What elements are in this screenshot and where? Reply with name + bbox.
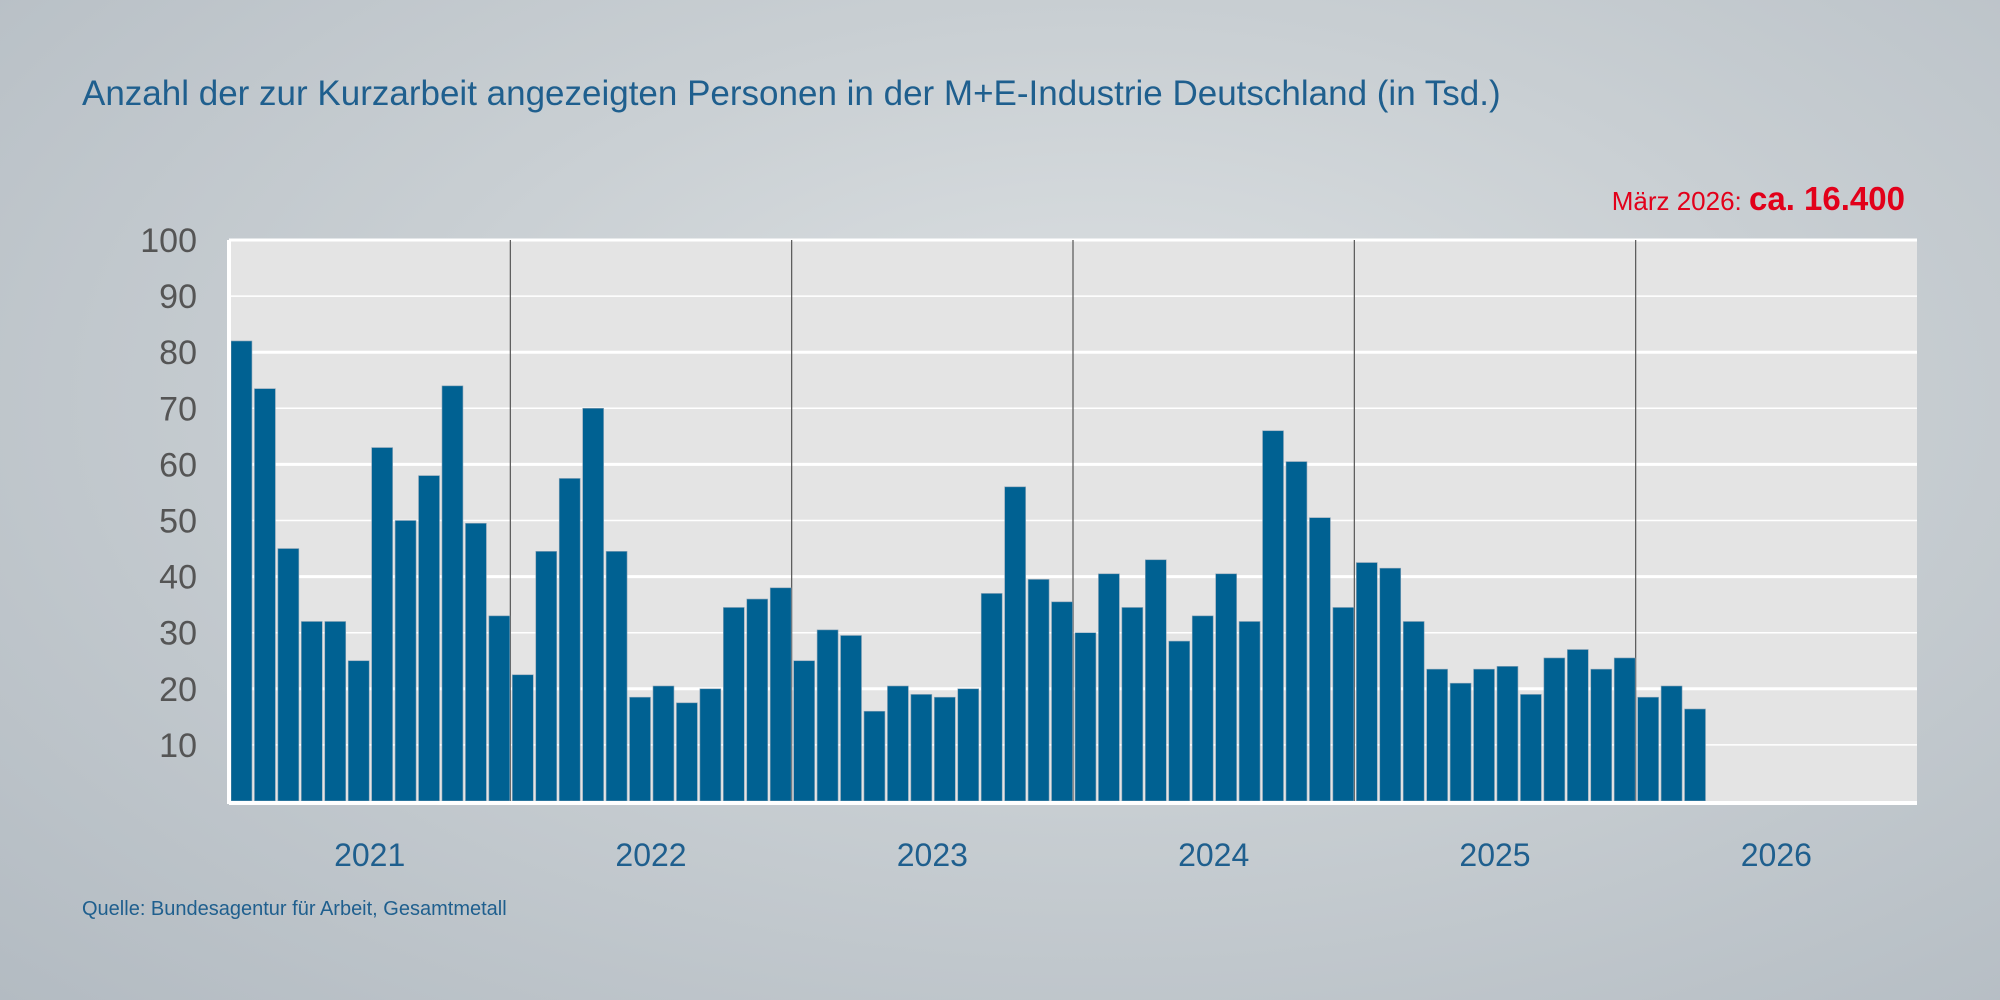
bar bbox=[910, 694, 933, 802]
bar bbox=[301, 621, 323, 802]
bar bbox=[863, 710, 886, 802]
y-tick-label: 100 bbox=[140, 222, 197, 260]
bar bbox=[1543, 657, 1566, 802]
bar bbox=[230, 340, 253, 802]
y-tick-label: 40 bbox=[159, 559, 197, 597]
bar bbox=[1051, 601, 1073, 802]
y-tick-label: 80 bbox=[159, 334, 197, 372]
x-tick-label: 2024 bbox=[1178, 837, 1249, 873]
bar bbox=[394, 520, 417, 802]
bar bbox=[1027, 579, 1050, 802]
annotation-value: ca. 16.400 bbox=[1749, 180, 1905, 217]
bar bbox=[1426, 668, 1448, 802]
y-tick-label: 50 bbox=[159, 503, 197, 541]
bar bbox=[676, 702, 698, 802]
bar bbox=[980, 593, 1003, 802]
x-tick-label: 2022 bbox=[615, 837, 686, 873]
bar bbox=[957, 688, 980, 802]
bar bbox=[769, 587, 792, 802]
bar bbox=[1309, 517, 1331, 802]
bar bbox=[652, 685, 675, 802]
bar bbox=[793, 660, 815, 802]
bar bbox=[1613, 657, 1636, 802]
bar bbox=[535, 551, 558, 802]
y-tick-label: 70 bbox=[159, 390, 197, 428]
bar bbox=[488, 615, 511, 802]
bar bbox=[1684, 708, 1706, 802]
bar bbox=[254, 388, 276, 802]
bar bbox=[1262, 430, 1284, 802]
bar bbox=[324, 621, 347, 802]
x-tick-label: 2025 bbox=[1459, 837, 1530, 873]
bar bbox=[1402, 621, 1425, 802]
annotation-label: März 2026: bbox=[1611, 186, 1742, 216]
bar bbox=[1004, 486, 1026, 802]
bar bbox=[1637, 696, 1659, 802]
x-tick-label: 2026 bbox=[1741, 837, 1812, 873]
bar bbox=[934, 696, 956, 802]
y-tick-label: 20 bbox=[159, 671, 197, 709]
y-tick-label: 10 bbox=[159, 727, 197, 765]
bar bbox=[1449, 682, 1472, 802]
bar bbox=[465, 523, 487, 802]
bar bbox=[1332, 607, 1355, 802]
bar bbox=[1191, 615, 1214, 802]
latest-value-annotation: März 2026: ca. 16.400 bbox=[1612, 180, 1905, 218]
bar bbox=[418, 475, 440, 802]
bar bbox=[887, 685, 909, 802]
y-tick-label: 30 bbox=[159, 615, 197, 653]
bar bbox=[1473, 668, 1495, 802]
bar bbox=[1567, 649, 1589, 802]
bar bbox=[558, 478, 581, 802]
bar bbox=[582, 407, 604, 802]
bar bbox=[1590, 668, 1613, 802]
bar bbox=[840, 635, 862, 802]
bar bbox=[605, 551, 628, 802]
x-tick-label: 2023 bbox=[897, 837, 968, 873]
bar bbox=[371, 447, 393, 802]
bar bbox=[441, 385, 464, 802]
x-tick-label: 2021 bbox=[334, 837, 405, 873]
bar bbox=[1496, 666, 1519, 802]
bar bbox=[1660, 685, 1683, 802]
bar bbox=[1379, 567, 1402, 802]
bar bbox=[1098, 573, 1120, 802]
bar bbox=[723, 607, 745, 802]
y-tick-label: 60 bbox=[159, 446, 197, 484]
bar bbox=[1145, 559, 1167, 802]
bar bbox=[816, 629, 839, 802]
bar bbox=[1520, 694, 1542, 802]
source-note: Quelle: Bundesagentur für Arbeit, Gesamt… bbox=[82, 898, 507, 920]
bar bbox=[1074, 632, 1097, 802]
bar bbox=[699, 688, 722, 802]
bar bbox=[1356, 562, 1378, 802]
bar bbox=[512, 674, 534, 802]
chart-title: Anzahl der zur Kurzarbeit angezeigten Pe… bbox=[82, 74, 1501, 113]
bar bbox=[1285, 461, 1308, 802]
bar bbox=[629, 696, 651, 802]
bar bbox=[1168, 640, 1191, 802]
bar bbox=[746, 598, 769, 802]
bar bbox=[347, 660, 370, 802]
bar bbox=[1238, 621, 1261, 802]
bar bbox=[1121, 607, 1144, 802]
bar bbox=[1215, 573, 1237, 802]
y-tick-label: 90 bbox=[159, 278, 197, 316]
bar bbox=[277, 548, 300, 802]
